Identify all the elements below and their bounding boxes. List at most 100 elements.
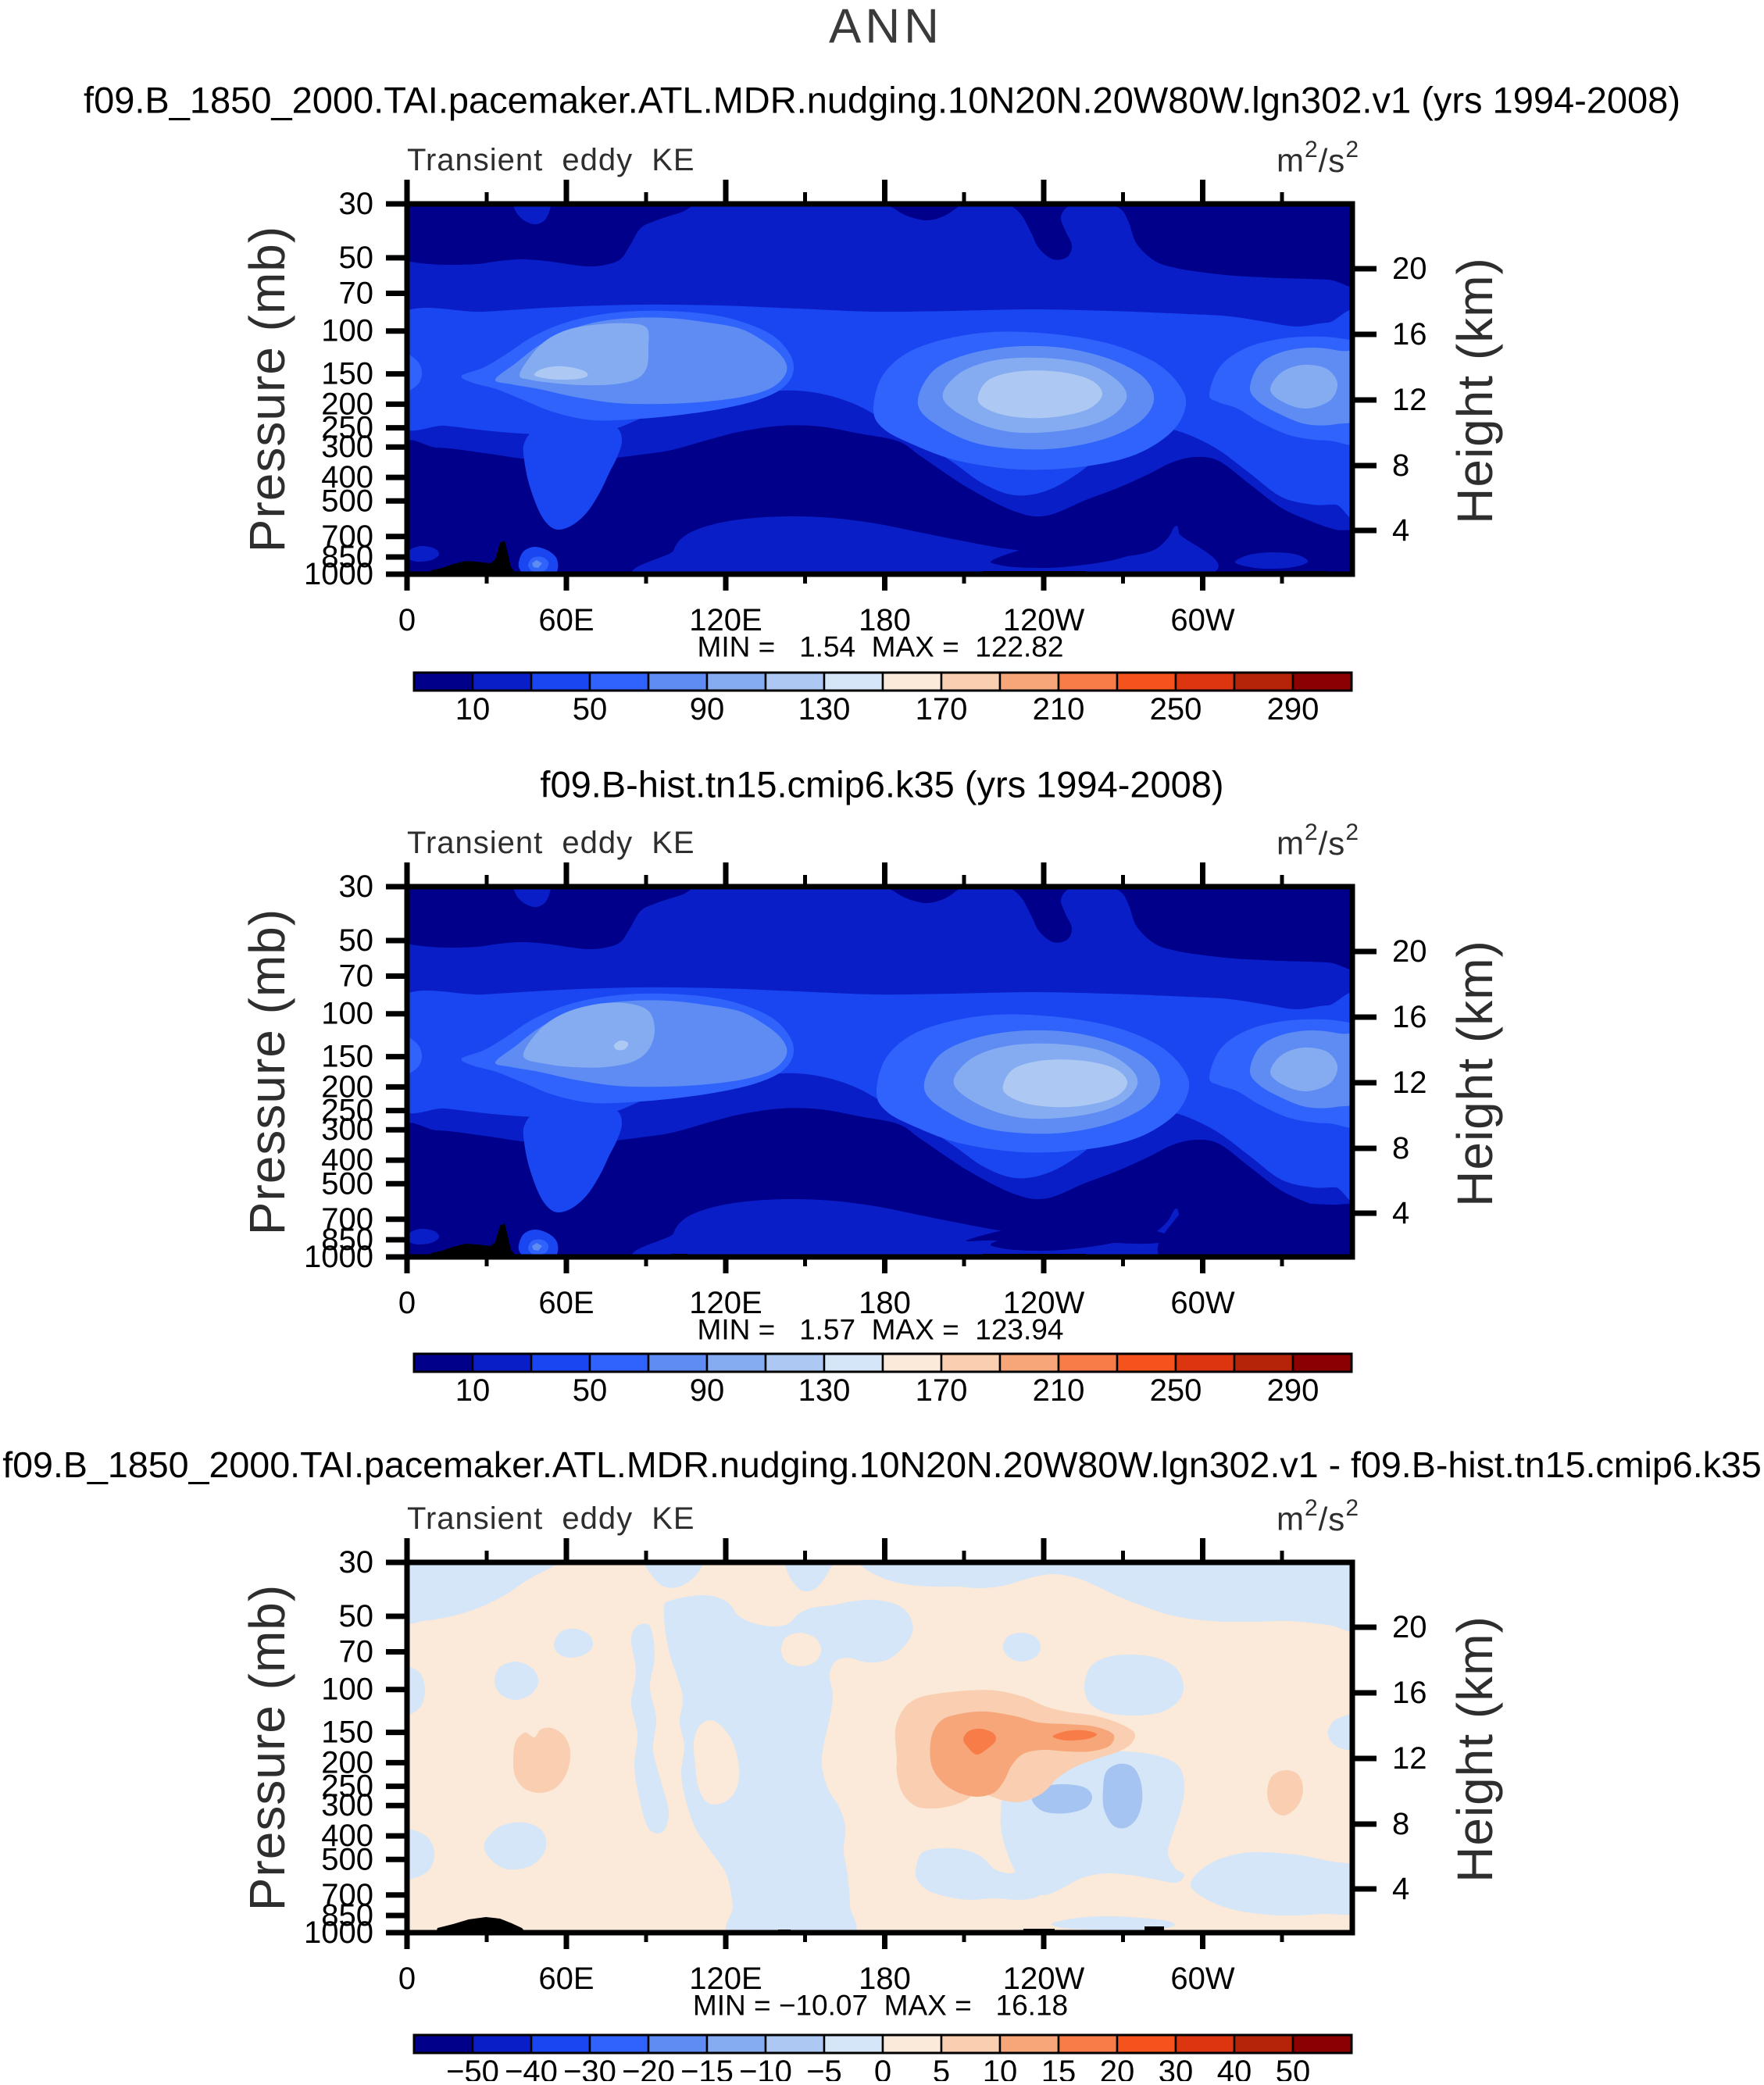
svg-text:12: 12 <box>1392 1066 1427 1100</box>
svg-text:20: 20 <box>1392 934 1427 969</box>
svg-text:850: 850 <box>321 540 373 574</box>
svg-text:Height (km): Height (km) <box>1447 257 1503 524</box>
svg-text:250: 250 <box>1150 692 1202 727</box>
svg-text:50: 50 <box>339 241 374 275</box>
svg-text:100: 100 <box>321 314 373 348</box>
svg-text:850: 850 <box>321 1898 373 1933</box>
svg-text:0: 0 <box>398 1962 416 1996</box>
svg-text:130: 130 <box>798 692 851 727</box>
svg-text:700: 700 <box>321 1878 373 1912</box>
svg-text:4: 4 <box>1392 1196 1409 1230</box>
svg-text:200: 200 <box>321 387 373 421</box>
svg-text:0: 0 <box>874 2055 891 2081</box>
svg-text:120E: 120E <box>689 603 762 637</box>
svg-text:100: 100 <box>321 997 373 1031</box>
svg-text:170: 170 <box>916 1373 968 1408</box>
svg-text:Pressure (mb): Pressure (mb) <box>239 1584 295 1911</box>
svg-text:250: 250 <box>1150 1373 1202 1408</box>
svg-text:50: 50 <box>573 692 608 727</box>
svg-text:16: 16 <box>1392 1000 1427 1034</box>
svg-text:120E: 120E <box>689 1962 762 1996</box>
svg-text:250: 250 <box>321 1094 373 1128</box>
svg-text:10: 10 <box>455 1373 491 1408</box>
svg-text:4: 4 <box>1392 1872 1409 1906</box>
svg-text:f09.B_1850_2000.TAI.pacemaker.: f09.B_1850_2000.TAI.pacemaker.ATL.MDR.nu… <box>2 1444 1762 1485</box>
svg-text:120W: 120W <box>1003 1962 1085 1996</box>
svg-text:500: 500 <box>321 1842 373 1876</box>
svg-text:20: 20 <box>1100 2055 1135 2081</box>
svg-text:60W: 60W <box>1170 1962 1234 1996</box>
svg-text:300: 300 <box>321 1112 373 1147</box>
svg-text:15: 15 <box>1041 2055 1077 2081</box>
svg-text:290: 290 <box>1267 1373 1319 1408</box>
svg-text:250: 250 <box>321 411 373 445</box>
svg-text:10: 10 <box>455 692 491 727</box>
svg-text:180: 180 <box>859 603 911 637</box>
svg-text:4: 4 <box>1392 513 1409 548</box>
svg-text:700: 700 <box>321 519 373 554</box>
svg-text:−50: −50 <box>446 2055 499 2081</box>
svg-text:8: 8 <box>1392 448 1409 483</box>
svg-text:−40: −40 <box>505 2055 558 2081</box>
svg-text:MIN = 1.54 MAX = 122.82: MIN = 1.54 MAX = 122.82 <box>698 631 1064 663</box>
svg-text:MIN = −10.07 MAX = 16.18: MIN = −10.07 MAX = 16.18 <box>693 1990 1068 2022</box>
svg-text:200: 200 <box>321 1069 373 1104</box>
svg-text:−15: −15 <box>680 2055 734 2081</box>
svg-text:60W: 60W <box>1170 1286 1234 1320</box>
svg-text:90: 90 <box>690 692 725 727</box>
svg-text:50: 50 <box>573 1373 608 1408</box>
svg-text:180: 180 <box>859 1962 911 1996</box>
svg-text:ANN: ANN <box>829 0 943 54</box>
svg-text:MIN = 1.57 MAX = 123.94: MIN = 1.57 MAX = 123.94 <box>698 1314 1064 1346</box>
svg-text:−30: −30 <box>563 2055 616 2081</box>
svg-text:180: 180 <box>859 1286 911 1320</box>
svg-text:1000: 1000 <box>304 557 373 591</box>
svg-text:500: 500 <box>321 484 373 518</box>
svg-text:Height (km): Height (km) <box>1447 940 1503 1207</box>
svg-text:120W: 120W <box>1003 603 1085 637</box>
svg-text:100: 100 <box>321 1673 373 1707</box>
svg-text:120W: 120W <box>1003 1286 1085 1320</box>
svg-text:50: 50 <box>339 1599 374 1633</box>
svg-text:200: 200 <box>321 1745 373 1780</box>
svg-text:130: 130 <box>798 1373 851 1408</box>
svg-text:500: 500 <box>321 1166 373 1201</box>
svg-text:m2/s2: m2/s2 <box>1277 819 1359 862</box>
svg-text:f09.B_1850_2000.TAI.pacemaker.: f09.B_1850_2000.TAI.pacemaker.ATL.MDR.nu… <box>84 80 1680 121</box>
svg-text:400: 400 <box>321 460 373 494</box>
svg-text:70: 70 <box>339 277 374 311</box>
svg-text:50: 50 <box>339 923 374 958</box>
svg-text:850: 850 <box>321 1223 373 1257</box>
svg-text:300: 300 <box>321 430 373 464</box>
svg-text:12: 12 <box>1392 383 1427 417</box>
svg-text:150: 150 <box>321 357 373 391</box>
svg-text:30: 30 <box>339 869 374 904</box>
svg-text:70: 70 <box>339 1635 374 1669</box>
svg-text:16: 16 <box>1392 317 1427 352</box>
svg-text:700: 700 <box>321 1202 373 1237</box>
svg-text:150: 150 <box>321 1040 373 1074</box>
svg-text:8: 8 <box>1392 1807 1409 1841</box>
svg-text:−20: −20 <box>622 2055 675 2081</box>
svg-text:5: 5 <box>933 2055 950 2081</box>
svg-text:60E: 60E <box>538 603 594 637</box>
svg-text:Pressure (mb): Pressure (mb) <box>239 226 295 552</box>
svg-text:12: 12 <box>1392 1741 1427 1776</box>
svg-text:60W: 60W <box>1170 603 1234 637</box>
svg-text:400: 400 <box>321 1819 373 1853</box>
svg-text:210: 210 <box>1033 692 1085 727</box>
svg-text:170: 170 <box>916 692 968 727</box>
svg-text:−5: −5 <box>806 2055 842 2081</box>
svg-text:f09.B-hist.tn15.cmip6.k35 (yrs: f09.B-hist.tn15.cmip6.k35 (yrs 1994-2008… <box>540 764 1223 805</box>
svg-text:Pressure (mb): Pressure (mb) <box>239 909 295 1235</box>
svg-text:40: 40 <box>1217 2055 1252 2081</box>
svg-text:16: 16 <box>1392 1676 1427 1710</box>
svg-text:0: 0 <box>398 1286 416 1320</box>
svg-text:Transient eddy KE: Transient eddy KE <box>407 826 695 860</box>
svg-text:400: 400 <box>321 1143 373 1177</box>
svg-text:90: 90 <box>690 1373 725 1408</box>
svg-text:70: 70 <box>339 959 374 994</box>
svg-text:60E: 60E <box>538 1286 594 1320</box>
svg-text:120E: 120E <box>689 1286 762 1320</box>
svg-text:20: 20 <box>1392 252 1427 286</box>
